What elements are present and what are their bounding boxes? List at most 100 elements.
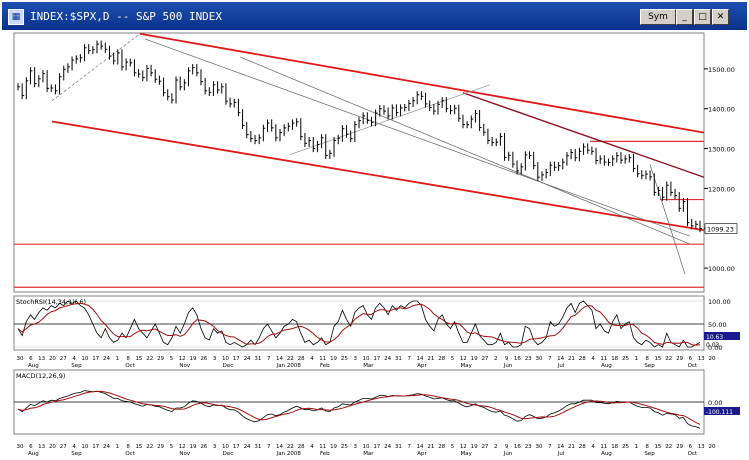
date-axis-label-top: 22 [146,356,153,362]
date-axis-label-bottom: 22 [287,444,294,450]
date-axis-label-top: 1 [635,356,639,362]
month-axis-label-bottom: Apr [417,451,427,457]
month-axis-label-top: Aug [28,363,39,369]
app-icon: ▦ [8,9,24,25]
date-axis-label-bottom: 20 [49,444,56,450]
date-axis-label-bottom: 27 [481,444,488,450]
date-axis-label-top: 7 [408,356,412,362]
month-axis-label-top: Sep [71,363,82,369]
date-axis-label-top: 21 [427,356,434,362]
month-axis-label-top: Mar [363,363,374,369]
date-axis-label-top: 27 [60,356,67,362]
date-axis-label-bottom: 18 [611,444,618,450]
stoch-readout-box [704,332,740,340]
stoch-label: StochRSI(14,34,1)(,6) [16,298,86,306]
maximize-button[interactable]: □ [694,9,711,25]
price-axis-label: 1000.00 [708,265,735,273]
mid-trendline [462,92,705,178]
date-axis-label-bottom: 21 [427,444,434,450]
minimize-button[interactable]: _ [676,9,693,25]
macd-readout-box [704,407,740,415]
date-axis-label-top: 28 [298,356,305,362]
date-axis-label-top: 22 [665,356,672,362]
date-axis-label-top: 23 [525,356,532,362]
date-axis-label-top: 12 [460,356,467,362]
date-axis-label-top: 17 [233,356,240,362]
date-axis-label-top: 25 [622,356,629,362]
trendline [51,33,141,101]
date-axis-label-top: 6 [29,356,33,362]
date-axis-label-bottom: 24 [103,444,110,450]
date-axis-label-bottom: 5 [451,444,455,450]
trendline [239,56,691,245]
date-axis-label-bottom: 23 [525,444,532,450]
date-axis-label-top: 12 [179,356,186,362]
date-axis-label-bottom: 25 [622,444,629,450]
date-axis-label-bottom: 31 [254,444,261,450]
date-axis-label-bottom: 15 [135,444,142,450]
month-axis-label-bottom: Sep [71,451,82,457]
date-axis-label-top: 24 [384,356,391,362]
date-axis-label-top: 19 [471,356,478,362]
date-axis-label-bottom: 7 [267,444,271,450]
last-value-box [704,223,738,234]
window-title: INDEX:$SPX,D -- S&P 500 INDEX [30,10,223,23]
macd-axis-label: 0.00 [708,399,722,407]
trendline [144,38,691,237]
date-axis-label-top: 11 [319,356,326,362]
date-axis-label-bottom: 10 [363,444,370,450]
macd-line [17,390,701,429]
price-axis-label: 1400.00 [708,106,735,114]
date-axis-label-bottom: 7 [548,444,552,450]
date-axis-label-bottom: 19 [190,444,197,450]
date-axis-label-bottom: 10 [222,444,229,450]
date-axis-label-top: 24 [244,356,251,362]
date-axis-label-bottom: 17 [233,444,240,450]
date-axis-label-bottom: 24 [384,444,391,450]
date-axis-label-bottom: 12 [460,444,467,450]
date-axis-label-bottom: 29 [157,444,164,450]
date-axis-label-bottom: 11 [600,444,607,450]
date-axis-label-bottom: 22 [146,444,153,450]
stoch-line [17,300,701,348]
stoch-readout: 10.63 [706,334,723,341]
stoch-panel-frame [13,295,705,351]
date-axis-label-bottom: 6 [689,444,693,450]
price-axis-label: 1500.00 [708,66,735,74]
date-axis-label-bottom: 12 [179,444,186,450]
date-axis-label-top: 30 [536,356,543,362]
date-axis-label-top: 9 [505,356,509,362]
date-axis-label-top: 2 [494,356,498,362]
date-axis-label-bottom: 25 [341,444,348,450]
date-axis-label-bottom: 31 [395,444,402,450]
month-axis-label-bottom: Jun [503,451,513,457]
price-axis-label: 1300.00 [708,146,735,154]
date-axis-label-bottom: 1 [116,444,120,450]
date-axis-label-bottom: 3 [213,444,217,450]
date-axis-label-top: 24 [103,356,110,362]
date-axis-label-bottom: 17 [92,444,99,450]
date-axis-label-top: 19 [330,356,337,362]
last-value-label: 1099.23 [707,226,734,234]
date-axis-label-bottom: 21 [568,444,575,450]
date-axis-label-top: 25 [341,356,348,362]
month-axis-label-bottom: Aug [28,451,39,457]
stoch-axis-label: 100.00 [708,298,731,306]
date-axis-label-top: 29 [676,356,683,362]
stoch-readout: 0.03 [706,342,720,349]
date-axis-label-top: 20 [49,356,56,362]
month-axis-label-bottom: Sep [644,451,655,457]
date-axis-label-top: 27 [481,356,488,362]
price-panel-frame [13,32,705,293]
close-button[interactable]: ✕ [712,9,729,25]
date-axis-label-top: 4 [591,356,595,362]
date-axis-label-top: 14 [276,356,283,362]
date-axis-label-top: 20 [709,356,716,362]
month-axis-label-top: Oct [688,363,698,369]
date-axis-label-top: 22 [287,356,294,362]
month-axis-label-top: May [461,363,473,369]
symbol-button[interactable]: Sym [640,9,676,25]
date-axis-label-bottom: 8 [645,444,649,450]
date-axis-label-top: 5 [170,356,174,362]
date-axis-label-top: 28 [579,356,586,362]
